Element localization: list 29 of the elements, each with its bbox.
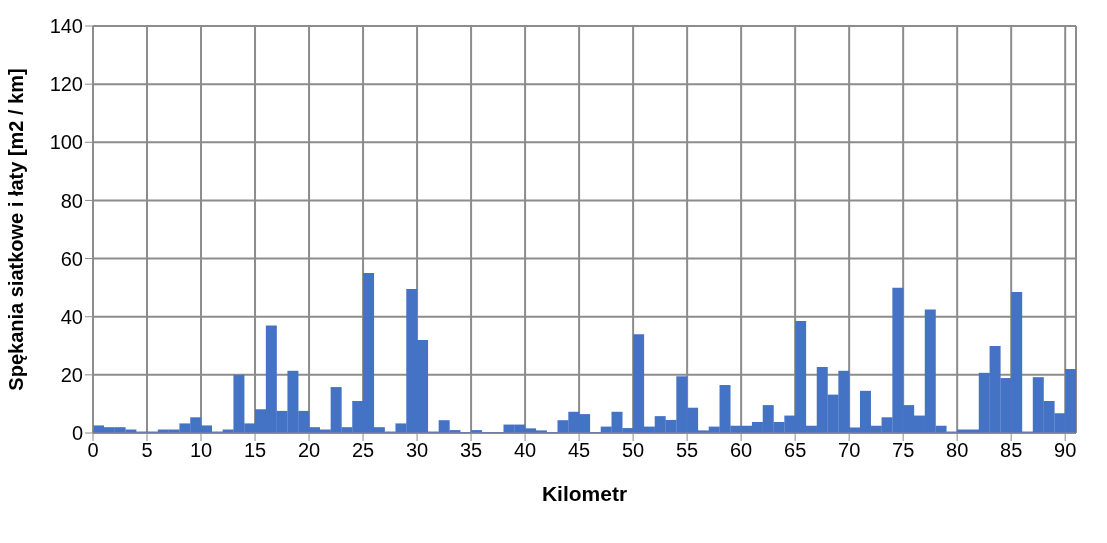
x-tick-label: 30 (405, 439, 429, 462)
y-tick-label: 60 (60, 247, 83, 270)
x-tick-label: 20 (297, 439, 321, 462)
y-tick-label: 120 (49, 73, 83, 96)
x-tick-label: 0 (87, 439, 99, 462)
y-tick-label: 100 (49, 131, 83, 154)
x-tick-label: 90 (1054, 439, 1077, 462)
x-tick-label: 50 (621, 439, 645, 462)
y-tick-label: 20 (60, 363, 83, 386)
y-axis-title: Spękania siatkowe i łaty [m2 / km] (5, 68, 28, 391)
y-tick-label: 140 (49, 15, 83, 38)
x-tick-label: 25 (351, 439, 375, 462)
x-tick-label: 65 (784, 439, 807, 462)
x-tick-label: 75 (892, 439, 915, 462)
y-tick-label: 0 (71, 422, 83, 445)
x-tick-label: 15 (243, 439, 267, 462)
x-tick-label: 45 (567, 439, 591, 462)
x-tick-label: 40 (513, 439, 537, 462)
x-tick-label: 10 (189, 439, 213, 462)
x-tick-label: 55 (676, 439, 699, 462)
x-tick-label: 85 (1000, 439, 1023, 462)
x-tick-label: 5 (141, 439, 153, 462)
y-tick-label: 80 (60, 189, 83, 212)
x-tick-label: 80 (946, 439, 969, 462)
x-axis-title: Kilometr (541, 482, 628, 505)
x-tick-label: 35 (459, 439, 483, 462)
x-tick-label: 70 (838, 439, 861, 462)
x-tick-label: 60 (730, 439, 753, 462)
y-tick-label: 40 (60, 305, 83, 328)
